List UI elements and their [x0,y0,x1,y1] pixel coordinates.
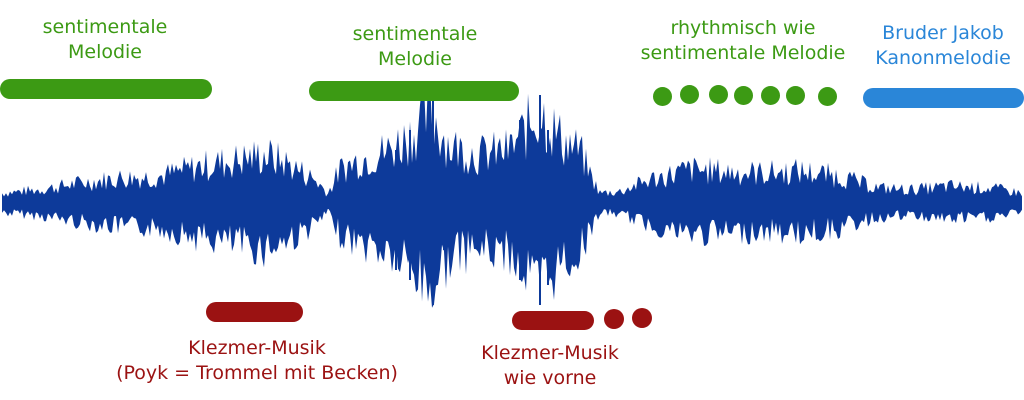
label-rhythmisch: rhythmisch wie sentimentale Melodie [640,17,846,64]
marker-dot-klezmer-2 [632,308,652,328]
marker-bar-klezmer-1 [206,302,303,322]
label-klezmer-2: Klezmer-Musik wie vorne [481,342,619,389]
label-bruder-jakob: Bruder Jakob Kanonmelodie [875,22,1011,69]
marker-dot-rhythmisch [761,86,780,105]
waveform-shape [2,81,1022,308]
label-sentimentale-melodie-1: sentimentale Melodie [42,16,168,63]
marker-dot-rhythmisch [653,87,672,106]
marker-bar-sentimentale-1 [0,79,212,99]
marker-bar-klezmer-2 [512,311,594,330]
marker-dot-klezmer-2 [604,309,624,329]
label-sentimentale-melodie-2: sentimentale Melodie [352,23,478,70]
marker-dot-rhythmisch [709,85,728,104]
marker-dot-rhythmisch [680,85,699,104]
marker-bar-bruder-jakob [863,88,1024,108]
marker-dot-rhythmisch [786,86,805,105]
marker-bar-sentimentale-2 [309,81,519,101]
marker-dot-rhythmisch [734,86,753,105]
marker-dot-rhythmisch [818,87,837,106]
waveform-core [2,197,1022,209]
label-klezmer-1: Klezmer-Musik (Poyk = Trommel mit Becken) [116,337,398,384]
